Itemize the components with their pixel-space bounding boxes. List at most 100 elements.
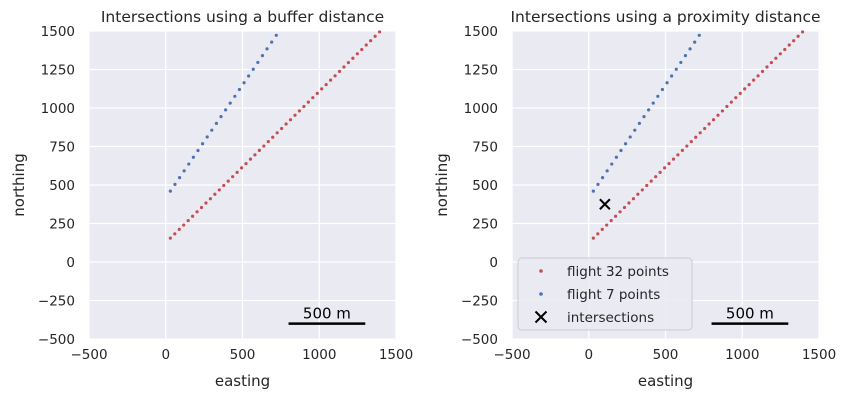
y-tick-label: 750 [472,140,498,156]
y-tick-label: −250 [38,294,75,310]
left-subplot: −500 0 500 1000 1500 −500 −250 0 250 500 750 1000 12… [10,8,413,390]
data-point [605,169,609,173]
data-point [266,139,270,144]
x-axis-label: easting [215,372,270,390]
data-point [697,33,701,37]
legend-entry-flight-7: flight 7 points [539,287,660,303]
data-point [689,139,693,144]
data-point [177,176,182,180]
data-point [275,131,279,135]
data-point [214,121,219,125]
data-point [600,227,604,231]
data-point [679,60,683,65]
data-point [228,101,232,105]
data-point [351,56,355,60]
y-tick-label: 250 [49,217,75,233]
data-point [373,34,377,38]
data-point [342,65,346,69]
data-point [222,183,226,188]
data-point [647,108,651,112]
data-point [191,155,195,159]
data-point [235,170,239,174]
data-point [364,43,368,47]
y-tick-label: 1250 [464,63,498,79]
data-point [226,179,230,183]
data-point [262,144,266,148]
data-point [694,135,698,139]
y-tick-label: 1250 [41,63,75,79]
data-point [642,115,646,119]
x-tick-label: −500 [493,347,530,363]
y-axis-label: northing [433,153,451,216]
data-point [716,113,720,117]
data-point [253,153,257,157]
y-tick-label: 1500 [464,24,498,40]
data-point [591,236,595,240]
legend-marker-blue-dot [539,292,543,296]
data-point [792,39,796,43]
data-point [237,87,242,92]
data-point [774,56,778,60]
data-point [302,104,306,109]
y-tick-label: 1000 [41,101,75,117]
data-point [248,157,253,161]
scale-bar: 500 m [288,305,366,325]
data-point [173,232,177,236]
x-tick-label: 0 [584,347,593,363]
y-tick-label: 0 [66,255,75,271]
data-point [591,189,595,193]
data-point [605,223,609,227]
legend-entry-intersections: intersections [534,310,654,326]
data-point [369,39,373,43]
legend-label: flight 32 points [567,264,669,280]
data-point [609,218,613,223]
data-point [297,109,302,113]
data-point [796,34,800,38]
data-point [217,188,221,192]
data-point [636,192,640,196]
data-point [618,210,622,214]
data-point [671,157,676,161]
legend-marker-x-icon [534,310,548,324]
data-point [187,162,191,166]
scale-bar: 500 m [711,305,789,325]
data-point [346,60,351,65]
data-point [239,166,244,170]
data-point [633,128,637,132]
data-point [168,189,172,193]
data-point [674,67,678,71]
legend-box [517,257,693,331]
chart-title: Intersections using a proximity distance [510,8,820,26]
data-point [752,78,756,82]
data-point [355,52,359,56]
data-point [631,197,636,201]
data-point [734,96,738,100]
data-point [765,65,769,69]
legend-marker-red-dot [539,269,543,273]
data-point [199,205,204,210]
data-point [333,74,337,78]
data-point [703,126,707,131]
data-point [688,47,692,51]
data-point [270,40,274,44]
x-tick-label: 500 [230,347,256,363]
y-tick-label: 1500 [41,24,75,40]
data-point [600,176,605,180]
data-point [271,135,275,139]
data-point [596,182,600,186]
data-point [800,30,805,34]
data-point [738,91,742,95]
data-point [649,179,653,183]
scale-bar-label: 500 m [303,305,351,323]
data-point [725,104,729,109]
legend-label: intersections [567,310,654,326]
chart-title: Intersections using a buffer distance [101,8,384,26]
legend: flight 32 points flight 7 points interse… [517,257,693,331]
data-point [619,148,623,153]
data-point [685,144,689,148]
x-tick-label: 500 [653,347,679,363]
data-point [265,47,269,51]
data-point [667,161,671,166]
data-point [610,162,614,166]
